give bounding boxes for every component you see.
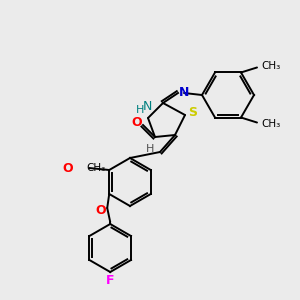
Text: S: S xyxy=(188,106,197,118)
Text: F: F xyxy=(106,274,115,287)
Text: CH₃: CH₃ xyxy=(261,118,280,128)
Text: N: N xyxy=(142,100,152,113)
Text: H: H xyxy=(136,105,144,115)
Text: O: O xyxy=(132,116,142,128)
Text: CH₃: CH₃ xyxy=(86,163,106,173)
Text: H: H xyxy=(146,144,154,154)
Text: O: O xyxy=(95,203,106,217)
Text: O: O xyxy=(63,161,73,175)
Text: CH₃: CH₃ xyxy=(261,61,280,71)
Text: N: N xyxy=(179,85,189,98)
